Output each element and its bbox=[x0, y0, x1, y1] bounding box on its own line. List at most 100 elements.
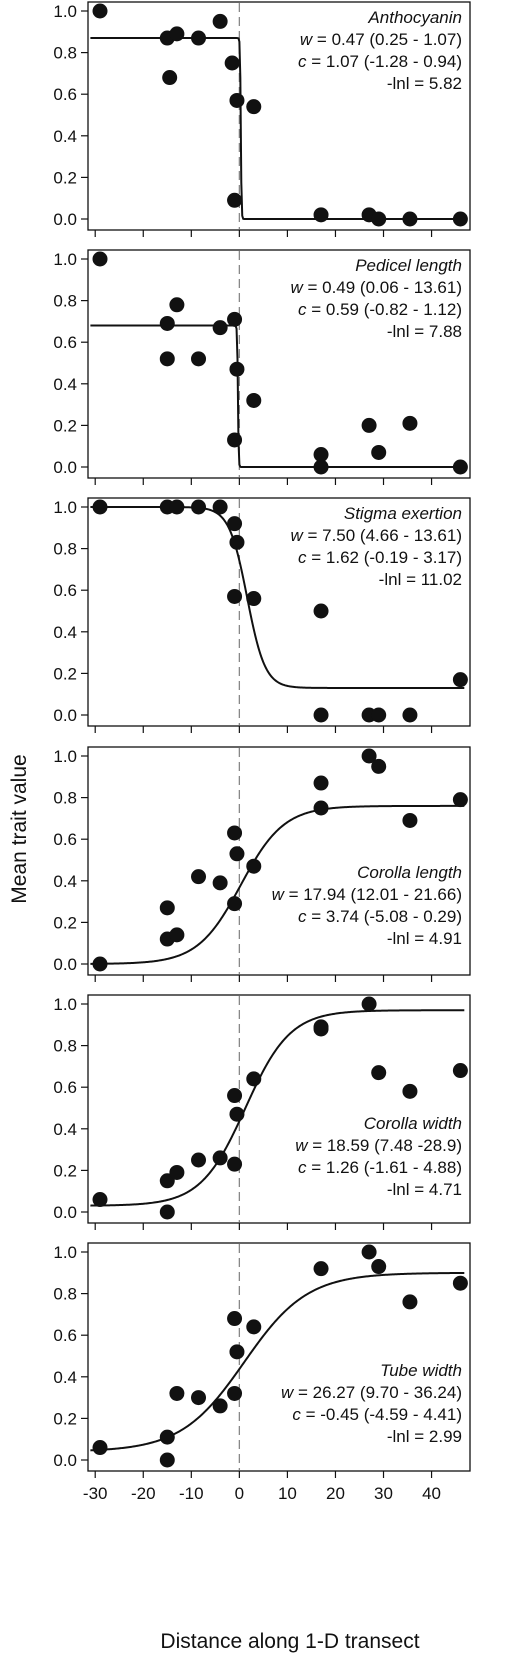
data-point bbox=[361, 996, 377, 1012]
data-point bbox=[229, 92, 245, 108]
data-point bbox=[402, 1294, 418, 1310]
fit-curve bbox=[90, 37, 465, 220]
x-tick-label: -10 bbox=[179, 1484, 204, 1503]
y-tick-label: 0.4 bbox=[53, 127, 77, 146]
panel-title: Tube width bbox=[380, 1361, 462, 1380]
data-point bbox=[169, 1164, 185, 1180]
data-point bbox=[371, 1259, 387, 1275]
data-point bbox=[313, 707, 329, 723]
data-point bbox=[212, 875, 228, 891]
data-point bbox=[313, 459, 329, 475]
data-point bbox=[246, 1319, 262, 1335]
data-point bbox=[212, 499, 228, 515]
data-point bbox=[159, 315, 175, 331]
fit-annotation: -lnl = 4.71 bbox=[387, 1180, 462, 1199]
y-tick-label: 0.0 bbox=[53, 1203, 77, 1222]
data-point bbox=[452, 459, 468, 475]
y-tick-label: 0.6 bbox=[53, 830, 77, 849]
data-point bbox=[371, 707, 387, 723]
data-point bbox=[169, 927, 185, 943]
data-point bbox=[246, 99, 262, 115]
y-tick-label: 0.0 bbox=[53, 706, 77, 725]
data-point bbox=[227, 192, 243, 208]
y-tick-label: 0.4 bbox=[53, 623, 77, 642]
x-tick-label: -30 bbox=[83, 1484, 108, 1503]
data-point bbox=[229, 534, 245, 550]
x-tick-label: 20 bbox=[326, 1484, 345, 1503]
data-point bbox=[227, 1156, 243, 1172]
data-point bbox=[92, 499, 108, 515]
fit-curve bbox=[90, 506, 465, 689]
data-point bbox=[361, 1244, 377, 1260]
y-tick-label: 0.6 bbox=[53, 85, 77, 104]
data-point bbox=[229, 1344, 245, 1360]
y-tick-label: 0.4 bbox=[53, 872, 77, 891]
y-tick-label: 0.2 bbox=[53, 664, 77, 683]
data-point bbox=[402, 1083, 418, 1099]
data-point bbox=[402, 812, 418, 828]
data-point bbox=[229, 846, 245, 862]
y-tick-label: 0.6 bbox=[53, 333, 77, 352]
data-point bbox=[229, 361, 245, 377]
data-point bbox=[169, 499, 185, 515]
data-point bbox=[229, 1106, 245, 1122]
fit-annotation: c = 0.59 (-0.82 - 1.12) bbox=[298, 300, 462, 319]
fit-annotation: c = 1.62 (-0.19 - 3.17) bbox=[298, 548, 462, 567]
fit-annotation: -lnl = 11.02 bbox=[379, 570, 462, 589]
x-tick-label: 40 bbox=[422, 1484, 441, 1503]
panel-frame bbox=[87, 497, 471, 727]
data-point bbox=[159, 351, 175, 367]
panel-title: Corolla length bbox=[357, 863, 462, 882]
y-tick-label: 0.8 bbox=[53, 789, 77, 808]
data-point bbox=[169, 1385, 185, 1401]
fit-curve bbox=[90, 324, 465, 468]
panel-2: 0.0 0.2 0.4 0.6 0.8 1.0 Pedicel length w = 0.49… bbox=[53, 249, 471, 485]
fit-curve bbox=[90, 1271, 465, 1452]
data-point bbox=[227, 432, 243, 448]
data-point bbox=[452, 211, 468, 227]
data-point bbox=[371, 758, 387, 774]
fit-annotation: w = 0.47 (0.25 - 1.07) bbox=[300, 30, 462, 49]
y-tick-label: 0.0 bbox=[53, 1451, 77, 1470]
data-point bbox=[227, 1385, 243, 1401]
y-tick-label: 1.0 bbox=[53, 498, 77, 517]
fit-annotation: -lnl = 7.88 bbox=[387, 322, 462, 341]
fit-annotation: c = 1.07 (-1.28 - 0.94) bbox=[298, 52, 462, 71]
y-tick-label: 0.8 bbox=[53, 540, 77, 559]
data-point bbox=[92, 3, 108, 19]
panel-title: Pedicel length bbox=[355, 256, 462, 275]
fit-annotation: w = 7.50 (4.66 - 13.61) bbox=[290, 526, 462, 545]
y-tick-label: 0.6 bbox=[53, 581, 77, 600]
y-tick-label: 1.0 bbox=[53, 747, 77, 766]
data-point bbox=[371, 444, 387, 460]
fit-annotation: -lnl = 2.99 bbox=[387, 1427, 462, 1446]
data-point bbox=[92, 1192, 108, 1208]
data-point bbox=[159, 900, 175, 916]
y-tick-label: 1.0 bbox=[53, 2, 77, 21]
data-point bbox=[191, 869, 207, 885]
panel-frame bbox=[87, 994, 471, 1224]
data-point bbox=[162, 70, 178, 86]
y-tick-label: 1.0 bbox=[53, 250, 77, 269]
panel-6: 0.0 0.2 0.4 0.6 0.8 1.0 -30 -20 -10 0 10 20 30 40 Tube… bbox=[53, 1242, 471, 1503]
y-tick-label: 0.6 bbox=[53, 1078, 77, 1097]
data-point bbox=[313, 1261, 329, 1277]
fit-annotation: c = -0.45 (-4.59 - 4.41) bbox=[292, 1405, 462, 1424]
y-tick-label: 0.2 bbox=[53, 1161, 77, 1180]
data-point bbox=[191, 499, 207, 515]
fit-annotation: w = 18.59 (7.48 -28.9) bbox=[295, 1136, 462, 1155]
panel-3: 0.0 0.2 0.4 0.6 0.8 1.0 Stigma exertion w = 7.5… bbox=[53, 497, 471, 733]
data-point bbox=[452, 672, 468, 688]
data-point bbox=[191, 1152, 207, 1168]
data-point bbox=[191, 1390, 207, 1406]
data-point bbox=[371, 1065, 387, 1081]
data-point bbox=[227, 311, 243, 327]
data-point bbox=[227, 896, 243, 912]
y-tick-label: 0.8 bbox=[53, 1037, 77, 1056]
data-point bbox=[246, 1071, 262, 1087]
data-point bbox=[402, 707, 418, 723]
x-tick-label: -20 bbox=[131, 1484, 156, 1503]
y-tick-label: 0.2 bbox=[53, 913, 77, 932]
data-point bbox=[452, 1275, 468, 1291]
